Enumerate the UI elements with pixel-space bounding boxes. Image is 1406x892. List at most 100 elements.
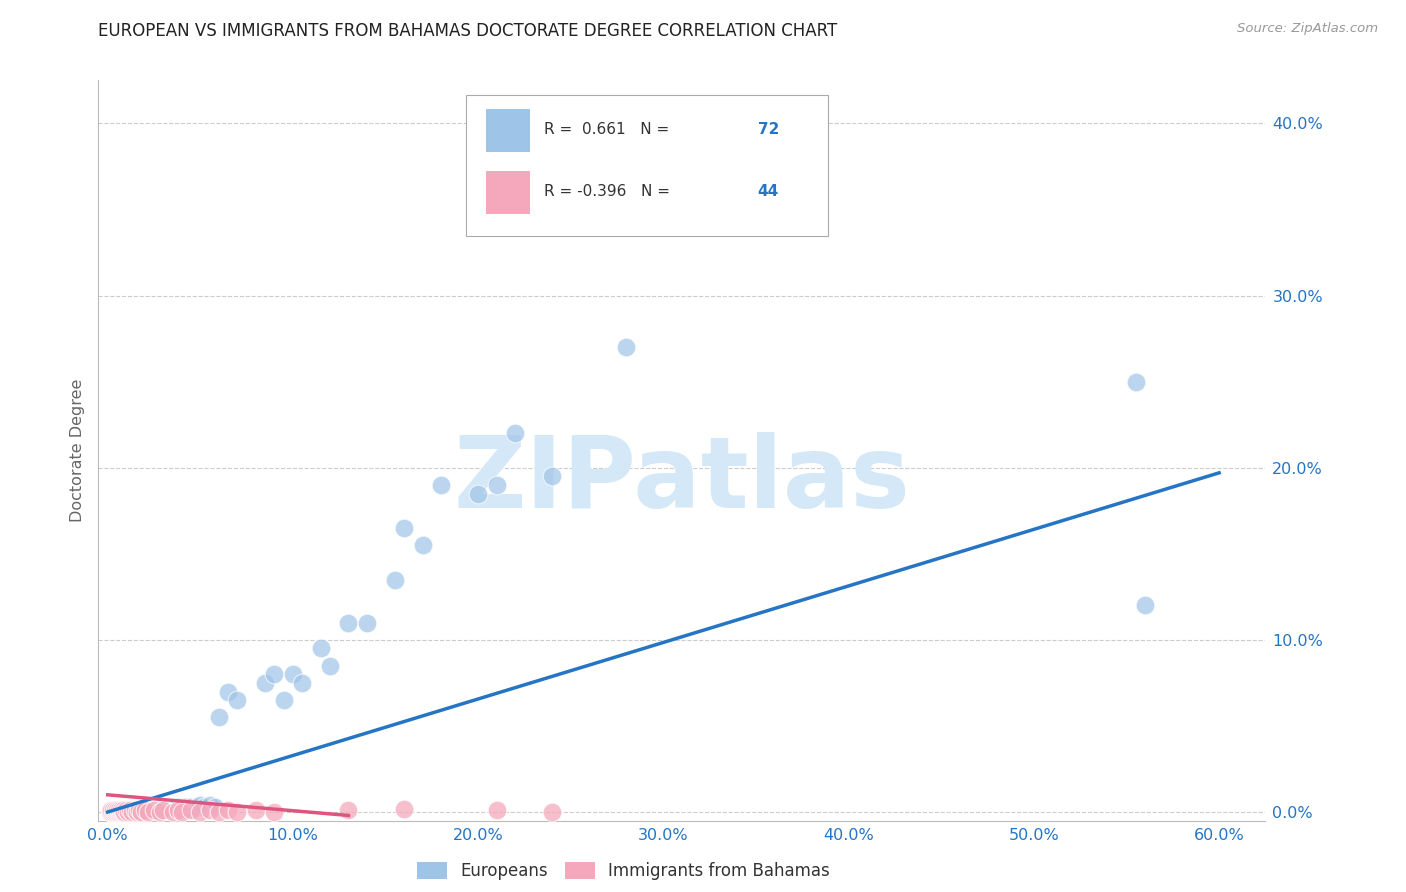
Point: [134, 803, 156, 817]
Point: [139, 803, 162, 817]
Point: [104, 805, 127, 819]
FancyBboxPatch shape: [486, 109, 530, 153]
Text: ZIPatlas: ZIPatlas: [454, 432, 910, 529]
Point: [217, 803, 239, 817]
Point: [100, 803, 122, 817]
Point: [180, 800, 202, 814]
Point: [198, 798, 221, 813]
Point: [110, 803, 132, 817]
Point: [115, 805, 138, 819]
Point: [392, 521, 415, 535]
Point: [188, 798, 211, 813]
Point: [181, 801, 204, 815]
Point: [217, 684, 239, 698]
Point: [291, 676, 314, 690]
Point: [467, 486, 489, 500]
Point: [115, 803, 138, 817]
Point: [152, 803, 174, 817]
Point: [412, 538, 434, 552]
Point: [392, 801, 415, 815]
Point: [541, 805, 564, 819]
Point: [173, 800, 195, 814]
Point: [112, 805, 135, 819]
Point: [614, 340, 637, 354]
Point: [103, 803, 125, 817]
Point: [148, 803, 170, 817]
Point: [281, 667, 304, 681]
Point: [112, 803, 135, 817]
Point: [167, 800, 190, 814]
Point: [111, 805, 134, 819]
Point: [1125, 375, 1147, 389]
Point: [263, 805, 285, 819]
Text: EUROPEAN VS IMMIGRANTS FROM BAHAMAS DOCTORATE DEGREE CORRELATION CHART: EUROPEAN VS IMMIGRANTS FROM BAHAMAS DOCT…: [98, 22, 838, 40]
Point: [245, 803, 267, 817]
Point: [111, 803, 134, 817]
Point: [129, 805, 152, 819]
Point: [111, 805, 134, 819]
Point: [107, 803, 129, 817]
Point: [163, 803, 186, 817]
Point: [127, 805, 149, 819]
Point: [118, 803, 141, 817]
Point: [110, 805, 132, 819]
Point: [167, 803, 190, 817]
Point: [162, 805, 184, 819]
Point: [356, 615, 378, 630]
Point: [103, 803, 125, 817]
Point: [337, 615, 360, 630]
Point: [150, 801, 173, 815]
Point: [104, 803, 127, 817]
Point: [254, 676, 277, 690]
FancyBboxPatch shape: [486, 170, 530, 213]
Point: [128, 805, 150, 819]
Point: [156, 801, 179, 815]
Point: [121, 805, 143, 819]
Point: [146, 803, 169, 817]
Point: [128, 803, 150, 817]
Point: [148, 805, 170, 819]
Point: [138, 805, 160, 819]
Point: [143, 803, 166, 817]
Point: [188, 805, 211, 819]
Point: [337, 803, 360, 817]
Point: [122, 803, 145, 817]
Point: [165, 801, 187, 815]
Point: [273, 693, 295, 707]
Text: Source: ZipAtlas.com: Source: ZipAtlas.com: [1237, 22, 1378, 36]
Legend: Europeans, Immigrants from Bahamas: Europeans, Immigrants from Bahamas: [411, 855, 837, 887]
Y-axis label: Doctorate Degree: Doctorate Degree: [69, 379, 84, 522]
Point: [153, 801, 176, 815]
Point: [180, 803, 202, 817]
Point: [103, 805, 125, 819]
Point: [124, 805, 146, 819]
Point: [127, 803, 149, 817]
Point: [141, 803, 163, 817]
Point: [98, 805, 121, 819]
Point: [107, 805, 129, 819]
Point: [170, 805, 193, 819]
Point: [263, 667, 285, 681]
Point: [186, 800, 208, 814]
Point: [105, 805, 128, 819]
Point: [208, 710, 231, 724]
Point: [145, 801, 167, 815]
Point: [485, 478, 508, 492]
Point: [135, 803, 157, 817]
Point: [134, 803, 156, 817]
Point: [430, 478, 453, 492]
Point: [384, 573, 406, 587]
Point: [208, 805, 231, 819]
Text: R =  0.661   N =: R = 0.661 N =: [544, 122, 675, 137]
Point: [159, 801, 181, 815]
Point: [138, 803, 160, 817]
Point: [162, 801, 184, 815]
Point: [129, 803, 152, 817]
Text: 44: 44: [758, 184, 779, 199]
Point: [105, 803, 128, 817]
Point: [198, 803, 221, 817]
Point: [110, 803, 132, 817]
Point: [157, 803, 180, 817]
Point: [124, 803, 146, 817]
Point: [503, 426, 526, 441]
